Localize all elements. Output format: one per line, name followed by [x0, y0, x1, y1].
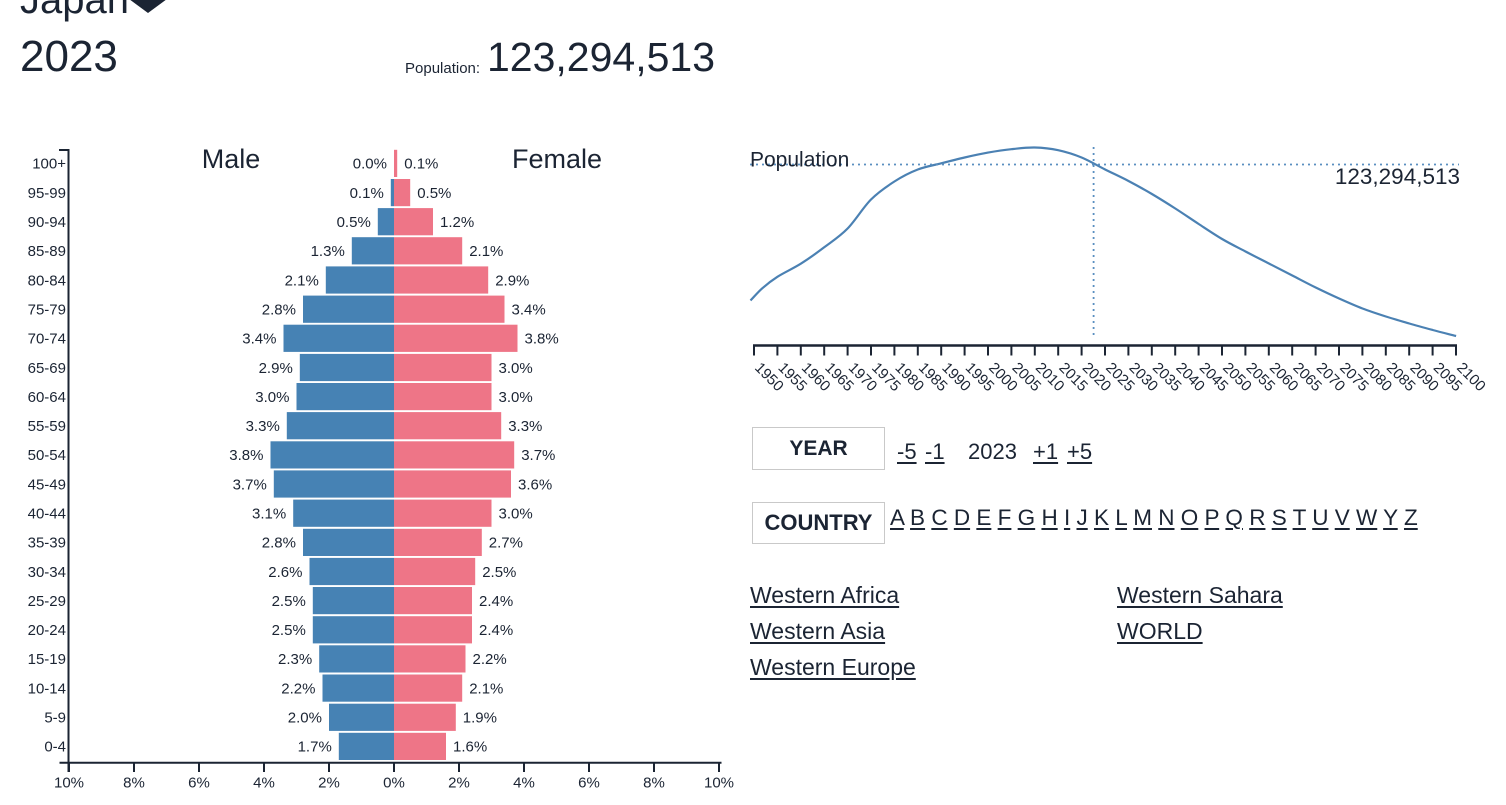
svg-text:50-54: 50-54 — [28, 447, 66, 464]
svg-text:3.3%: 3.3% — [508, 418, 542, 435]
svg-text:45-49: 45-49 — [28, 476, 66, 493]
svg-text:3.8%: 3.8% — [229, 447, 263, 464]
svg-text:2.2%: 2.2% — [281, 680, 315, 697]
svg-text:40-44: 40-44 — [28, 506, 66, 523]
svg-text:0-4: 0-4 — [44, 739, 66, 756]
svg-text:4%: 4% — [253, 775, 275, 792]
svg-text:3.0%: 3.0% — [499, 506, 533, 523]
svg-text:3.3%: 3.3% — [246, 418, 280, 435]
svg-text:60-64: 60-64 — [28, 389, 66, 406]
svg-text:10%: 10% — [54, 775, 84, 792]
svg-text:85-89: 85-89 — [28, 243, 66, 260]
svg-text:3.0%: 3.0% — [499, 389, 533, 406]
svg-text:0.1%: 0.1% — [350, 185, 384, 202]
svg-text:3.4%: 3.4% — [242, 331, 276, 348]
svg-text:2%: 2% — [448, 775, 470, 792]
svg-text:2.5%: 2.5% — [272, 622, 306, 639]
svg-text:6%: 6% — [188, 775, 210, 792]
svg-text:25-29: 25-29 — [28, 593, 66, 610]
svg-text:1.6%: 1.6% — [453, 739, 487, 756]
svg-text:2.9%: 2.9% — [259, 360, 293, 377]
svg-text:8%: 8% — [643, 775, 665, 792]
svg-text:2.8%: 2.8% — [262, 302, 296, 319]
svg-text:2.4%: 2.4% — [479, 622, 513, 639]
svg-text:100+: 100+ — [32, 156, 66, 173]
svg-text:2.2%: 2.2% — [473, 651, 507, 668]
svg-text:3.1%: 3.1% — [252, 506, 286, 523]
svg-text:8%: 8% — [123, 775, 145, 792]
svg-text:0%: 0% — [383, 775, 405, 792]
svg-text:2.3%: 2.3% — [278, 651, 312, 668]
svg-text:55-59: 55-59 — [28, 418, 66, 435]
svg-text:65-69: 65-69 — [28, 360, 66, 377]
svg-text:2.6%: 2.6% — [268, 564, 302, 581]
svg-text:15-19: 15-19 — [28, 651, 66, 668]
svg-text:30-34: 30-34 — [28, 564, 66, 581]
svg-text:3.6%: 3.6% — [518, 476, 552, 493]
svg-text:10-14: 10-14 — [28, 680, 66, 697]
svg-text:2.9%: 2.9% — [495, 272, 529, 289]
svg-text:2.8%: 2.8% — [262, 535, 296, 552]
svg-text:5-9: 5-9 — [44, 710, 66, 727]
svg-text:2.4%: 2.4% — [479, 593, 513, 610]
svg-text:2.1%: 2.1% — [469, 680, 503, 697]
svg-text:95-99: 95-99 — [28, 185, 66, 202]
svg-text:3.7%: 3.7% — [521, 447, 555, 464]
svg-text:Male: Male — [202, 144, 261, 174]
svg-text:0.1%: 0.1% — [404, 156, 438, 173]
svg-text:123,294,513: 123,294,513 — [1335, 164, 1460, 189]
svg-text:90-94: 90-94 — [28, 214, 66, 231]
svg-text:20-24: 20-24 — [28, 622, 66, 639]
svg-text:3.0%: 3.0% — [255, 389, 289, 406]
svg-text:0.5%: 0.5% — [337, 214, 371, 231]
svg-text:2.1%: 2.1% — [469, 243, 503, 260]
svg-text:1.7%: 1.7% — [298, 739, 332, 756]
svg-text:35-39: 35-39 — [28, 535, 66, 552]
svg-text:0.5%: 0.5% — [417, 185, 451, 202]
svg-text:3.7%: 3.7% — [233, 476, 267, 493]
svg-text:Female: Female — [512, 144, 602, 174]
svg-text:75-79: 75-79 — [28, 302, 66, 319]
svg-text:1.9%: 1.9% — [463, 710, 497, 727]
svg-text:0.0%: 0.0% — [353, 156, 387, 173]
svg-text:70-74: 70-74 — [28, 331, 66, 348]
svg-text:2.0%: 2.0% — [288, 710, 322, 727]
svg-text:2.7%: 2.7% — [489, 535, 523, 552]
svg-text:80-84: 80-84 — [28, 272, 66, 289]
svg-text:2.1%: 2.1% — [285, 272, 319, 289]
svg-text:6%: 6% — [578, 775, 600, 792]
svg-text:2%: 2% — [318, 775, 340, 792]
svg-text:2.5%: 2.5% — [482, 564, 516, 581]
svg-text:2.5%: 2.5% — [272, 593, 306, 610]
svg-text:3.4%: 3.4% — [512, 302, 546, 319]
svg-text:Population: Population — [750, 149, 849, 172]
svg-text:3.0%: 3.0% — [499, 360, 533, 377]
svg-text:1.3%: 1.3% — [311, 243, 345, 260]
svg-text:10%: 10% — [704, 775, 734, 792]
svg-text:4%: 4% — [513, 775, 535, 792]
svg-text:3.8%: 3.8% — [525, 331, 559, 348]
svg-text:1.2%: 1.2% — [440, 214, 474, 231]
